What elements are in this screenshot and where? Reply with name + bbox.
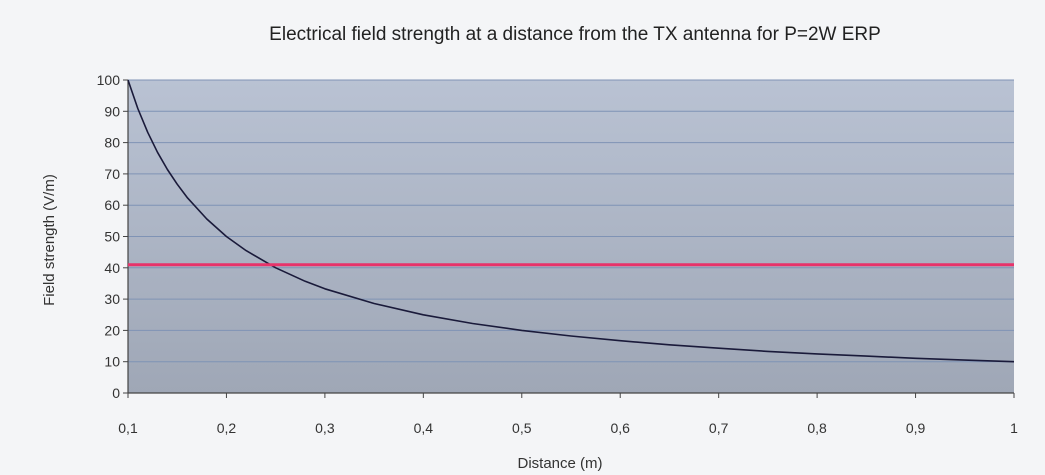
y-tick-label: 30 [104, 291, 120, 307]
x-tick-label: 0,1 [118, 420, 138, 436]
x-tick-label: 1 [1010, 420, 1018, 436]
y-tick-label: 0 [112, 385, 120, 401]
x-tick-label: 0,9 [906, 420, 926, 436]
y-tick-labels: 0 10 20 30 40 50 60 70 80 90 100 [97, 72, 128, 401]
x-tick-label: 0,7 [709, 420, 729, 436]
x-tick-label: 0,3 [315, 420, 335, 436]
y-axis-label: Field strength (V/m) [41, 174, 58, 306]
x-tick-label: 0,8 [807, 420, 827, 436]
field-strength-line [127, 79, 1015, 363]
x-axis-label: Distance (m) [517, 455, 602, 472]
y-tick-label: 80 [104, 135, 120, 151]
x-tick-label: 0,6 [610, 420, 630, 436]
x-tick-label: 0,5 [512, 420, 532, 436]
y-tick-label: 40 [104, 260, 120, 276]
y-tick-label: 60 [104, 197, 120, 213]
x-tick-label: 0,2 [217, 420, 237, 436]
y-tick-label: 70 [104, 166, 120, 182]
y-tick-label: 90 [104, 103, 120, 119]
series-layer [127, 79, 1015, 363]
y-tick-label: 20 [104, 322, 120, 338]
y-tick-label: 50 [104, 229, 120, 245]
chart-title: Electrical field strength at a distance … [269, 24, 881, 45]
gridlines [128, 79, 1014, 363]
x-tick-label: 0,4 [414, 420, 434, 436]
y-tick-label: 10 [104, 354, 120, 370]
y-tick-label: 100 [97, 72, 121, 88]
x-tick-labels: 0,1 0,2 0,3 0,4 0,5 0,6 0,7 0,8 0,9 1 [118, 393, 1018, 436]
